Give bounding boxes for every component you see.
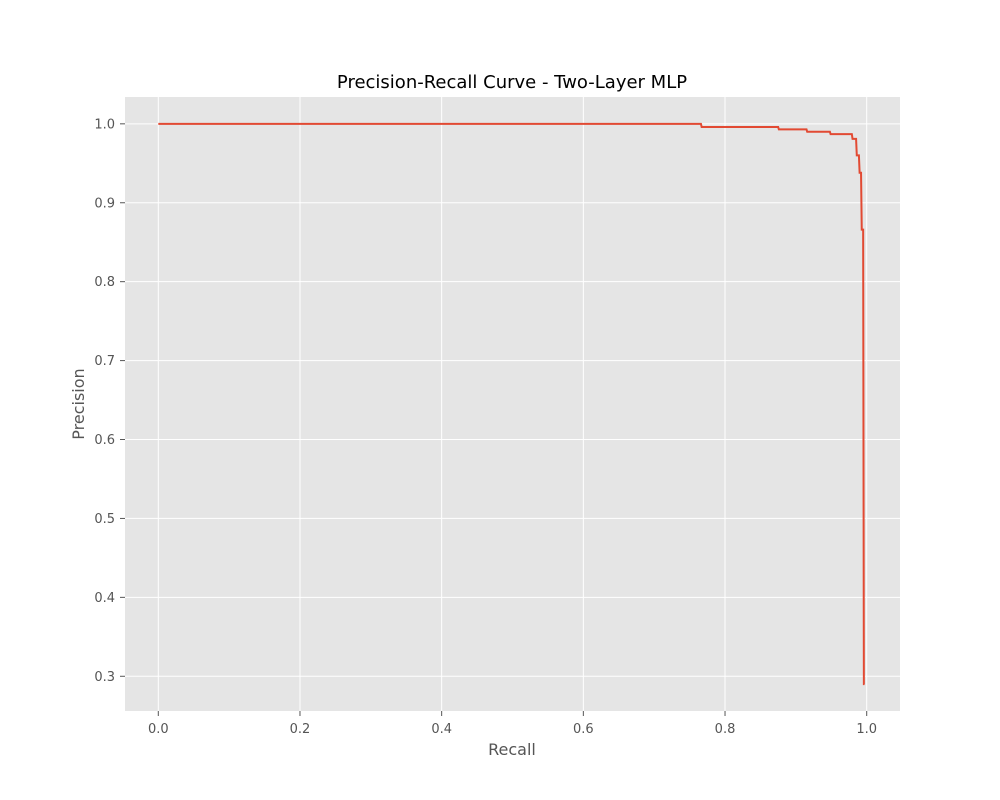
x-tick-label: 1.0	[856, 722, 877, 737]
x-tick-label: 0.6	[573, 722, 594, 737]
x-axis-ticks: 0.0 0.2 0.4 0.6 0.8 1.0	[148, 711, 877, 737]
x-tick-label: 0.0	[148, 722, 169, 737]
y-axis-ticks: 0.3 0.4 0.5 0.6 0.7 0.8 0.9 1.0	[94, 117, 125, 685]
y-tick-label: 0.5	[94, 512, 115, 527]
x-tick-label: 0.8	[715, 722, 736, 737]
x-tick-label: 0.2	[290, 722, 311, 737]
series-group	[158, 122, 865, 686]
y-tick-label: 0.6	[94, 433, 115, 448]
plot-background	[125, 97, 900, 711]
y-tick-label: 0.8	[94, 275, 115, 290]
x-tick-label: 0.4	[431, 722, 452, 737]
y-tick-label: 0.4	[94, 591, 115, 606]
y-axis-label: Precision	[69, 368, 88, 439]
chart-title: Precision-Recall Curve - Two-Layer MLP	[337, 72, 687, 93]
pr-curve-line	[158, 122, 865, 686]
y-tick-label: 0.3	[94, 670, 115, 685]
y-tick-label: 1.0	[94, 117, 115, 132]
y-tick-label: 0.7	[94, 354, 115, 369]
x-axis-label: Recall	[488, 740, 536, 759]
y-tick-label: 0.9	[94, 196, 115, 211]
